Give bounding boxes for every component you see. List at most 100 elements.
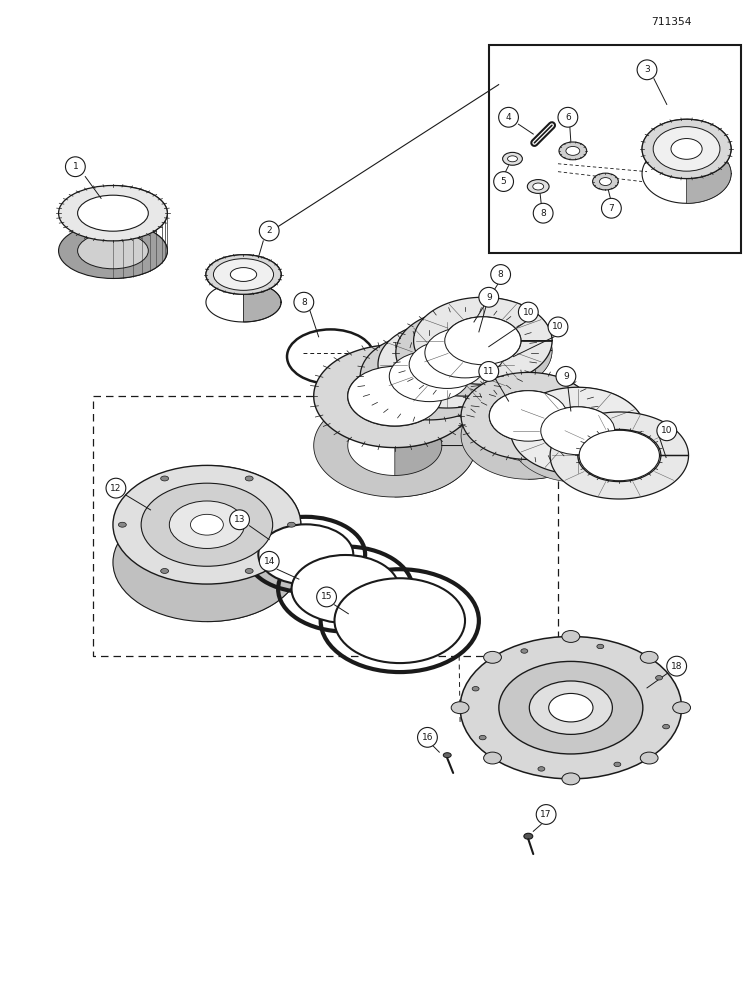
Circle shape bbox=[519, 302, 538, 322]
Circle shape bbox=[556, 366, 576, 386]
Ellipse shape bbox=[596, 644, 604, 649]
Circle shape bbox=[66, 157, 85, 177]
Polygon shape bbox=[550, 412, 689, 499]
Circle shape bbox=[667, 656, 686, 676]
Circle shape bbox=[491, 265, 510, 284]
Circle shape bbox=[533, 203, 553, 223]
Polygon shape bbox=[396, 309, 534, 396]
Polygon shape bbox=[360, 333, 499, 420]
Ellipse shape bbox=[334, 578, 465, 663]
Circle shape bbox=[548, 317, 568, 337]
Text: 11: 11 bbox=[483, 367, 494, 376]
Text: 7: 7 bbox=[609, 204, 615, 213]
Circle shape bbox=[499, 107, 519, 127]
Ellipse shape bbox=[671, 139, 702, 159]
Circle shape bbox=[479, 362, 499, 381]
Ellipse shape bbox=[559, 142, 587, 160]
Ellipse shape bbox=[489, 391, 567, 441]
Ellipse shape bbox=[78, 195, 148, 231]
Text: 6: 6 bbox=[565, 113, 571, 122]
Circle shape bbox=[602, 198, 621, 218]
Ellipse shape bbox=[538, 767, 545, 771]
Text: 2: 2 bbox=[266, 226, 272, 235]
Text: 10: 10 bbox=[661, 426, 673, 435]
Ellipse shape bbox=[566, 146, 580, 155]
Bar bbox=[489, 45, 741, 253]
Ellipse shape bbox=[445, 317, 521, 365]
Ellipse shape bbox=[460, 636, 682, 779]
Circle shape bbox=[536, 805, 556, 824]
Ellipse shape bbox=[161, 569, 169, 573]
Ellipse shape bbox=[451, 702, 469, 714]
Ellipse shape bbox=[141, 483, 273, 566]
Ellipse shape bbox=[541, 407, 615, 455]
Text: 5: 5 bbox=[500, 177, 507, 186]
Ellipse shape bbox=[499, 661, 643, 754]
Circle shape bbox=[417, 727, 437, 747]
Text: 17: 17 bbox=[541, 810, 552, 819]
Text: 1: 1 bbox=[73, 162, 79, 171]
Circle shape bbox=[657, 421, 677, 441]
Text: 9: 9 bbox=[486, 293, 491, 302]
Ellipse shape bbox=[472, 687, 479, 691]
Ellipse shape bbox=[169, 501, 244, 548]
Polygon shape bbox=[396, 321, 534, 408]
Circle shape bbox=[479, 287, 499, 307]
Ellipse shape bbox=[113, 503, 301, 622]
Ellipse shape bbox=[614, 762, 621, 767]
Ellipse shape bbox=[640, 651, 658, 663]
Ellipse shape bbox=[529, 681, 612, 734]
Polygon shape bbox=[429, 333, 499, 432]
Polygon shape bbox=[461, 372, 596, 459]
Ellipse shape bbox=[206, 255, 281, 294]
Ellipse shape bbox=[245, 569, 253, 573]
Polygon shape bbox=[465, 309, 534, 408]
Ellipse shape bbox=[191, 514, 223, 535]
Ellipse shape bbox=[549, 693, 593, 722]
Polygon shape bbox=[243, 255, 281, 322]
Text: 711354: 711354 bbox=[652, 17, 692, 27]
Text: 16: 16 bbox=[422, 733, 433, 742]
Text: 10: 10 bbox=[552, 322, 564, 331]
Text: 12: 12 bbox=[110, 484, 122, 493]
Ellipse shape bbox=[642, 119, 731, 179]
Circle shape bbox=[558, 107, 578, 127]
Text: 14: 14 bbox=[264, 557, 275, 566]
Text: 8: 8 bbox=[541, 209, 546, 218]
Circle shape bbox=[294, 292, 314, 312]
Text: 15: 15 bbox=[321, 592, 333, 601]
Circle shape bbox=[230, 510, 249, 530]
Ellipse shape bbox=[245, 476, 253, 481]
Polygon shape bbox=[510, 395, 645, 482]
Text: 8: 8 bbox=[301, 298, 307, 307]
Polygon shape bbox=[510, 387, 645, 474]
Ellipse shape bbox=[655, 676, 662, 680]
Text: 13: 13 bbox=[234, 515, 245, 524]
Ellipse shape bbox=[231, 268, 256, 281]
Ellipse shape bbox=[78, 233, 148, 269]
Text: 18: 18 bbox=[671, 662, 683, 671]
Ellipse shape bbox=[389, 351, 469, 402]
Circle shape bbox=[259, 551, 279, 571]
Ellipse shape bbox=[113, 465, 301, 584]
Text: 3: 3 bbox=[644, 65, 650, 74]
Ellipse shape bbox=[579, 430, 659, 481]
Ellipse shape bbox=[119, 522, 126, 527]
Polygon shape bbox=[414, 307, 552, 394]
Ellipse shape bbox=[213, 259, 274, 290]
Ellipse shape bbox=[503, 152, 522, 165]
Ellipse shape bbox=[484, 752, 501, 764]
Polygon shape bbox=[461, 392, 596, 479]
Polygon shape bbox=[113, 186, 167, 278]
Ellipse shape bbox=[533, 183, 544, 190]
Circle shape bbox=[106, 478, 125, 498]
Ellipse shape bbox=[562, 773, 580, 785]
Ellipse shape bbox=[259, 524, 353, 584]
Ellipse shape bbox=[562, 631, 580, 642]
Circle shape bbox=[259, 221, 279, 241]
Polygon shape bbox=[314, 345, 476, 448]
Polygon shape bbox=[207, 465, 301, 622]
Polygon shape bbox=[395, 345, 476, 497]
Ellipse shape bbox=[593, 173, 618, 190]
Ellipse shape bbox=[673, 702, 690, 714]
